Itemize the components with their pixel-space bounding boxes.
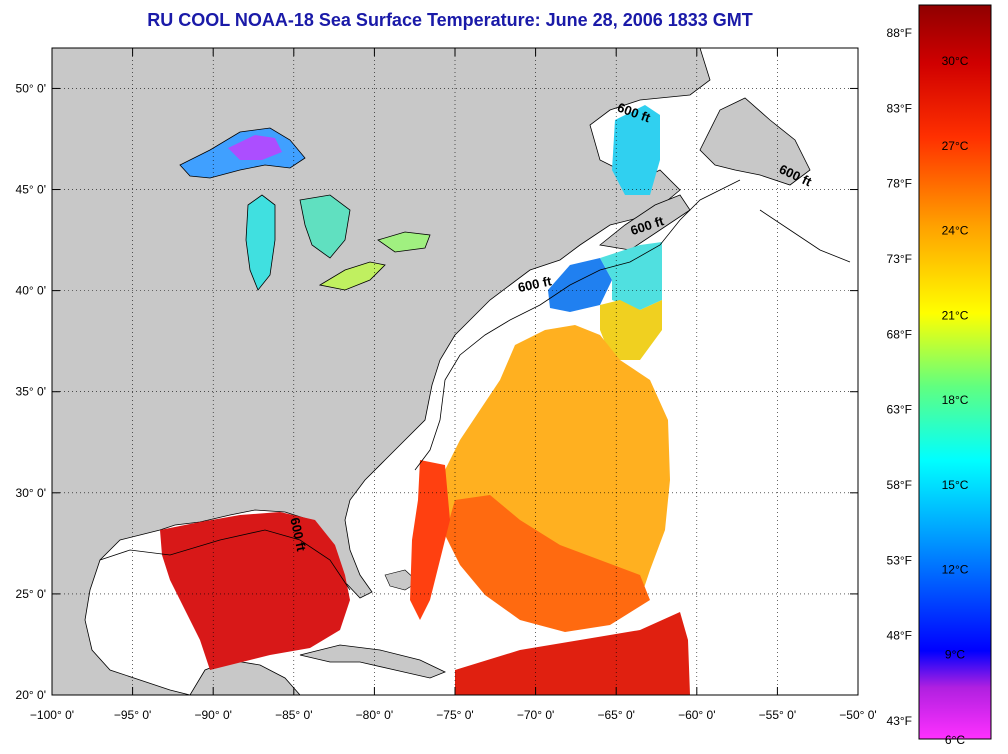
lon-tick-label: −90° 0' — [194, 708, 231, 722]
lake-huron — [299, 194, 351, 259]
florida-straits-sst — [410, 460, 450, 620]
longitude-labels: −100° 0' −95° 0' −90° 0' −85° 0' −80° 0' −75°… — [30, 708, 877, 722]
lake-erie — [318, 261, 386, 291]
colorbar-f-label: 53°F — [887, 553, 912, 567]
lon-tick-label: −50° 0' — [839, 708, 876, 722]
colorbar-c-label: 30°C — [942, 54, 969, 68]
colorbar-f-label: 78°F — [887, 177, 912, 191]
depth-label: 600 ft — [287, 516, 309, 553]
colorbar-fahrenheit-labels: 88°F 83°F 78°F 73°F 68°F 63°F 58°F 53°F 48°F 43°F — [887, 26, 912, 728]
lake-superior-cold — [228, 135, 282, 160]
map-title: RU COOL NOAA-18 Sea Surface Temperature:… — [147, 10, 753, 30]
lon-tick-label: −85° 0' — [275, 708, 312, 722]
colorbar-c-label: 27°C — [942, 139, 969, 153]
gulf-shelf-contour — [99, 529, 351, 591]
lon-tick-label: −95° 0' — [114, 708, 151, 722]
lon-tick-label: −60° 0' — [678, 708, 715, 722]
shelf-break-contour — [414, 179, 851, 471]
colorbar-c-label: 6°C — [945, 733, 965, 747]
gulf-of-maine-sst — [548, 258, 612, 312]
colorbar-f-label: 43°F — [887, 714, 912, 728]
lon-tick-label: −100° 0' — [30, 708, 74, 722]
map-layers — [52, 48, 851, 695]
north-america-land — [52, 48, 711, 695]
gulf-of-mexico-sst — [160, 512, 350, 670]
lake-michigan — [245, 194, 276, 291]
colorbar-f-label: 83°F — [887, 101, 912, 115]
colorbar-c-label: 24°C — [942, 224, 969, 238]
colorbar-celsius-labels: 30°C 27°C 24°C 21°C 18°C 15°C 12°C 9°C 6°C — [942, 54, 969, 747]
colorbar — [918, 4, 992, 740]
colorbar-f-label: 88°F — [887, 26, 912, 40]
lat-tick-label: 45° 0' — [16, 183, 46, 197]
colorbar-f-label: 58°F — [887, 478, 912, 492]
lake-ontario — [377, 231, 431, 253]
graticule — [51, 48, 859, 696]
lon-tick-label: −80° 0' — [356, 708, 393, 722]
colorbar-c-label: 18°C — [942, 393, 969, 407]
colorbar-f-label: 73°F — [887, 252, 912, 266]
colorbar-c-label: 21°C — [942, 308, 969, 322]
georges-bank-sst — [600, 300, 662, 360]
depth-label: 600 ft — [516, 273, 553, 295]
cuba-land — [299, 644, 446, 679]
lat-tick-label: 35° 0' — [16, 385, 46, 399]
colorbar-c-label: 12°C — [942, 563, 969, 577]
lat-tick-label: 40° 0' — [16, 284, 46, 298]
scotian-shelf-sst — [600, 242, 662, 310]
lon-tick-label: −65° 0' — [597, 708, 634, 722]
lat-tick-label: 50° 0' — [16, 81, 46, 95]
lat-tick-label: 25° 0' — [16, 587, 46, 601]
lon-tick-label: −75° 0' — [436, 708, 473, 722]
lat-tick-label: 30° 0' — [16, 486, 46, 500]
colorbar-c-label: 9°C — [945, 647, 965, 661]
caribbean-sst — [455, 612, 690, 695]
lon-tick-label: −55° 0' — [759, 708, 796, 722]
colorbar-c-label: 15°C — [942, 478, 969, 492]
atlantic-hot-sst — [445, 495, 650, 632]
yucatan-land — [189, 659, 301, 695]
colorbar-f-label: 68°F — [887, 327, 912, 341]
lon-tick-label: −70° 0' — [517, 708, 554, 722]
colorbar-f-label: 48°F — [887, 629, 912, 643]
gulf-st-lawrence-sst — [612, 105, 660, 195]
lat-tick-label: 20° 0' — [16, 688, 46, 702]
newfoundland-land — [699, 97, 811, 186]
colorbar-f-label: 63°F — [887, 403, 912, 417]
latitude-labels: 20° 0' 25° 0' 30° 0' 35° 0' 40° 0' 45° 0' 50° … — [16, 81, 46, 702]
